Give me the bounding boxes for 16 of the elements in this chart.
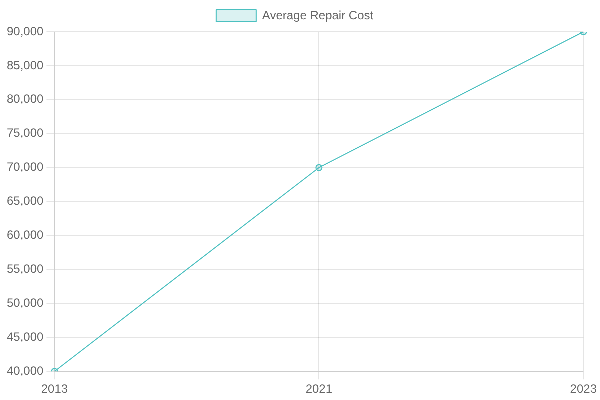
y-tick-label: 75,000	[7, 126, 44, 140]
x-tick-label: 2013	[41, 382, 68, 396]
y-tick-label: 45,000	[7, 330, 44, 344]
x-tick-label: 2021	[306, 382, 333, 396]
x-tick-label: 2023	[570, 382, 598, 396]
point	[316, 164, 323, 172]
y-tick-label: 80,000	[7, 92, 44, 106]
y-tick-label: 70,000	[7, 160, 44, 174]
y-tick-label: 40,000	[7, 364, 44, 378]
y-tick-label: 50,000	[7, 296, 44, 310]
y-tick-label: 65,000	[7, 194, 44, 208]
y-tick-label: 60,000	[7, 228, 44, 242]
legend-label: Average Repair Cost	[262, 8, 374, 22]
y-tick-label: 55,000	[7, 262, 44, 276]
y-tick-label: 90,000	[7, 24, 44, 38]
y-tick-label: 85,000	[7, 58, 44, 72]
